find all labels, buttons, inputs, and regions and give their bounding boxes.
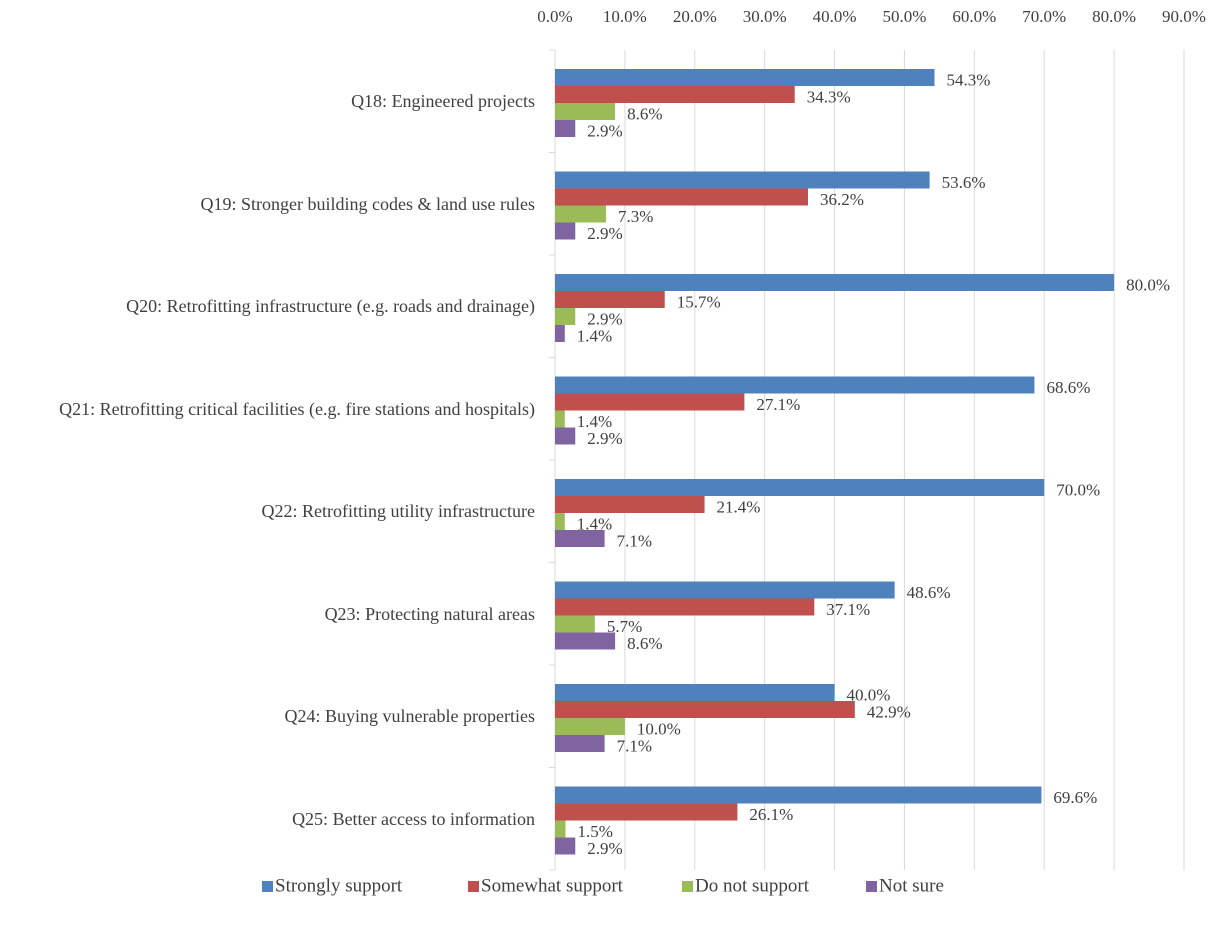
y-tick-label: Q25: Better access to information	[292, 808, 535, 829]
bar	[555, 393, 745, 411]
bar	[555, 171, 930, 189]
y-tick-label: Q21: Retrofitting critical facilities (e…	[59, 398, 535, 419]
legend-swatch	[682, 881, 693, 892]
legend-swatch	[468, 881, 479, 892]
data-label: 15.7%	[677, 292, 721, 311]
data-label: 2.9%	[587, 839, 622, 858]
x-tick-label: 10.0%	[603, 7, 647, 26]
data-label: 2.9%	[587, 224, 622, 243]
legend-label: Strongly support	[275, 875, 403, 896]
bar	[555, 120, 576, 137]
bar	[555, 718, 625, 735]
data-label: 2.9%	[587, 309, 622, 328]
bar	[555, 837, 576, 855]
bar	[555, 308, 576, 325]
bar	[555, 701, 855, 718]
x-tick-label: 60.0%	[952, 7, 996, 26]
x-tick-label: 80.0%	[1092, 7, 1136, 26]
bar	[555, 427, 576, 445]
bar	[555, 479, 1045, 496]
bar	[555, 69, 935, 86]
y-tick-label: Q19: Stronger building codes & land use …	[200, 193, 535, 214]
bar	[555, 325, 565, 342]
data-label: 2.9%	[587, 121, 622, 140]
data-label: 26.1%	[749, 805, 793, 824]
x-tick-label: 30.0%	[743, 7, 787, 26]
bar	[555, 513, 565, 530]
data-label: 10.0%	[637, 719, 681, 738]
bar	[555, 376, 1035, 394]
data-label: 68.6%	[1046, 378, 1090, 397]
data-label: 1.5%	[577, 822, 612, 841]
bar	[555, 615, 595, 633]
data-label: 37.1%	[826, 600, 870, 619]
data-label: 54.3%	[946, 70, 990, 89]
legend-label: Do not support	[695, 875, 810, 896]
x-tick-label: 50.0%	[882, 7, 926, 26]
bar	[555, 786, 1042, 804]
x-tick-label: 90.0%	[1162, 7, 1206, 26]
data-label: 8.6%	[627, 104, 662, 123]
data-label: 40.0%	[847, 685, 891, 704]
bar	[555, 274, 1115, 291]
data-label: 34.3%	[807, 87, 851, 106]
legend-swatch	[866, 881, 877, 892]
data-label: 70.0%	[1056, 480, 1100, 499]
y-tick-label: Q20: Retrofitting infrastructure (e.g. r…	[126, 296, 535, 317]
legend-label: Somewhat support	[481, 875, 624, 896]
bar	[555, 530, 605, 547]
y-tick-label: Q22: Retrofitting utility infrastructure	[261, 501, 535, 522]
data-label: 1.4%	[577, 326, 612, 345]
data-label: 5.7%	[607, 617, 642, 636]
bar	[555, 735, 605, 752]
bar	[555, 496, 705, 513]
x-tick-label: 70.0%	[1022, 7, 1066, 26]
data-label: 21.4%	[717, 497, 761, 516]
bar	[555, 410, 565, 428]
y-tick-label: Q23: Protecting natural areas	[324, 603, 535, 624]
bar	[555, 222, 576, 240]
bar	[555, 188, 808, 206]
data-label: 42.9%	[867, 702, 911, 721]
data-label: 36.2%	[820, 190, 864, 209]
bar	[555, 291, 665, 308]
bar	[555, 581, 895, 599]
data-label: 80.0%	[1126, 275, 1170, 294]
data-label: 27.1%	[756, 395, 800, 414]
bar	[555, 86, 795, 103]
x-tick-label: 20.0%	[673, 7, 717, 26]
data-label: 48.6%	[907, 583, 951, 602]
bar	[555, 598, 815, 616]
data-label: 7.3%	[618, 207, 653, 226]
y-tick-label: Q18: Engineered projects	[351, 91, 535, 112]
bar	[555, 803, 738, 821]
x-tick-label: 0.0%	[537, 7, 572, 26]
data-label: 1.4%	[577, 514, 612, 533]
data-label: 7.1%	[617, 736, 652, 755]
data-label: 7.1%	[617, 531, 652, 550]
data-label: 53.6%	[942, 173, 986, 192]
data-label: 8.6%	[627, 634, 662, 653]
x-tick-label: 40.0%	[813, 7, 857, 26]
bar	[555, 820, 566, 838]
data-label: 69.6%	[1053, 788, 1097, 807]
y-tick-label: Q24: Buying vulnerable properties	[284, 706, 535, 727]
data-label: 2.9%	[587, 429, 622, 448]
legend-label: Not sure	[879, 875, 944, 896]
bar	[555, 684, 835, 701]
data-label: 1.4%	[577, 412, 612, 431]
bar	[555, 103, 616, 120]
legend-swatch	[262, 881, 273, 892]
bar	[555, 205, 607, 223]
bar	[555, 632, 616, 650]
